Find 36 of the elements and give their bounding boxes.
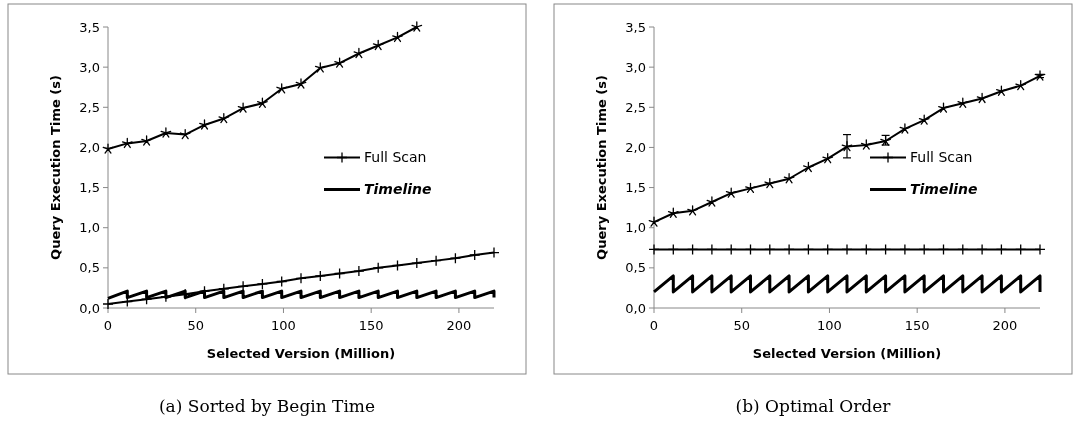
x-tick-label: 50 xyxy=(187,318,204,333)
legend-label: Full Scan xyxy=(910,149,973,166)
y-tick-label: 1,5 xyxy=(79,180,100,196)
legend-label: Timeline xyxy=(910,181,978,198)
x-axis-title: Selected Version (Million) xyxy=(752,346,942,361)
y-axis-title: Query Execution Time (s) xyxy=(48,75,63,260)
y-tick-label: 0,0 xyxy=(625,300,646,316)
y-tick-label: 0,0 xyxy=(79,300,100,316)
text: (b) Optimal Order xyxy=(735,396,892,416)
x-tick-label: 200 xyxy=(446,318,472,333)
y-tick-label: 0,5 xyxy=(625,260,646,276)
y-tick-label: 3,5 xyxy=(79,19,100,35)
legend-label: Full Scan xyxy=(364,149,427,166)
y-tick-label: 3,5 xyxy=(625,19,646,35)
text: (a) Sorted by Begin Time xyxy=(158,396,376,416)
y-tick-label: 3,0 xyxy=(79,59,100,75)
legend-label: Timeline xyxy=(364,181,432,198)
x-tick-label: 150 xyxy=(358,318,384,333)
x-tick-label: 0 xyxy=(103,318,113,333)
y-axis-title: Query Execution Time (s) xyxy=(594,75,609,260)
y-tick-label: 2,5 xyxy=(625,99,646,115)
y-tick-label: 3,0 xyxy=(625,59,646,75)
x-axis-title: Selected Version (Million) xyxy=(206,346,396,361)
x-tick-label: 100 xyxy=(817,318,842,333)
x-tick-label: 150 xyxy=(904,318,930,333)
y-tick-label: 2,0 xyxy=(625,139,646,155)
y-tick-label: 1,5 xyxy=(625,180,646,196)
x-tick-label: 200 xyxy=(992,318,1018,333)
y-tick-label: 1,0 xyxy=(625,220,646,236)
y-tick-label: 2,0 xyxy=(79,139,100,155)
x-tick-label: 100 xyxy=(271,318,296,333)
y-tick-label: 0,5 xyxy=(79,260,100,276)
x-tick-label: 50 xyxy=(733,318,750,333)
y-tick-label: 1,0 xyxy=(79,220,100,236)
y-tick-label: 2,5 xyxy=(79,99,100,115)
x-tick-label: 0 xyxy=(649,318,659,333)
